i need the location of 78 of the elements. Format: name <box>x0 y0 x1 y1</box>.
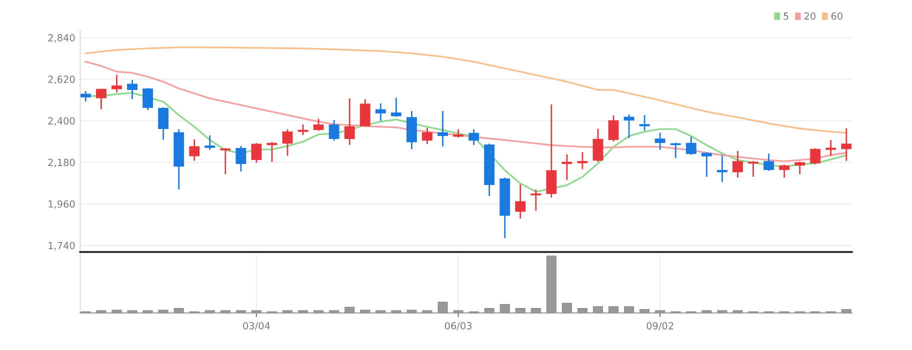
legend-label: 60 <box>831 12 842 20</box>
candlestick <box>328 120 340 141</box>
y-tick-label: 2,840 <box>48 34 75 42</box>
y-tick-label: 2,180 <box>48 158 75 168</box>
legend-label: 20 <box>804 12 816 20</box>
candlestick <box>266 142 278 162</box>
candlestick <box>530 190 542 211</box>
candlestick <box>344 98 355 145</box>
bar <box>158 310 168 313</box>
candlestick <box>562 154 572 180</box>
candlestick <box>639 114 650 131</box>
candlestick <box>142 88 153 110</box>
bar <box>484 308 494 313</box>
bar <box>577 308 588 313</box>
candlestick <box>810 148 821 164</box>
candlestick <box>204 135 216 150</box>
y-tick-label: 2,400 <box>48 117 75 126</box>
x-tick-label: 09/02 <box>646 322 674 330</box>
y-tick-label: 1,960 <box>48 200 75 209</box>
candlestick <box>686 136 696 155</box>
x-tick-label: 03/04 <box>243 322 270 330</box>
y-tick-label: 1,740 <box>48 242 75 250</box>
candlestick <box>592 128 604 162</box>
candlestick <box>390 98 402 117</box>
candlestick <box>282 129 293 156</box>
candlestick <box>375 103 386 121</box>
candlestick <box>298 124 308 136</box>
bar <box>112 310 122 313</box>
candlestick <box>577 152 588 170</box>
candlestick <box>608 115 619 142</box>
candlestick <box>422 128 432 144</box>
bar <box>592 306 603 313</box>
candlestick <box>360 99 370 127</box>
bar <box>174 308 184 313</box>
candlestick <box>96 88 106 110</box>
bar <box>500 304 510 313</box>
y-tick-label: 2,620 <box>48 76 75 84</box>
candlestick <box>468 129 480 146</box>
candlestick <box>251 143 262 163</box>
bar <box>546 256 556 313</box>
bar <box>344 306 355 313</box>
legend-label: 5 <box>784 12 788 20</box>
bar <box>640 309 650 313</box>
candlestick <box>546 104 557 198</box>
candlestick <box>80 90 91 102</box>
bar <box>562 302 572 313</box>
bar <box>608 306 619 313</box>
candlestick <box>748 161 758 177</box>
candlestick <box>624 114 634 138</box>
bar <box>360 310 370 313</box>
candlestick <box>406 110 417 150</box>
candlestick <box>236 146 246 172</box>
bar <box>841 309 852 313</box>
bar <box>438 302 448 313</box>
candlestick <box>313 118 324 131</box>
candlestick <box>794 162 806 174</box>
candlestick <box>716 155 728 182</box>
candlestick <box>438 110 448 146</box>
candlestick <box>841 128 852 161</box>
candlestick <box>779 164 790 178</box>
x-tick-label: 06/03 <box>444 322 472 330</box>
candlestick <box>764 154 774 171</box>
bar <box>624 306 634 313</box>
candlestick <box>112 74 122 92</box>
candlestick <box>732 151 743 178</box>
bar <box>406 310 417 313</box>
candlestick <box>220 148 231 174</box>
candlestick <box>826 140 836 156</box>
candlestick <box>127 80 138 100</box>
candlestick <box>654 132 666 150</box>
candlestick <box>158 107 169 140</box>
candlestick <box>670 142 681 158</box>
candlestick <box>701 152 712 177</box>
bar <box>530 308 541 313</box>
candlestick <box>189 139 200 161</box>
bar <box>515 308 526 313</box>
line-series <box>84 46 848 134</box>
candlestick <box>515 184 526 219</box>
